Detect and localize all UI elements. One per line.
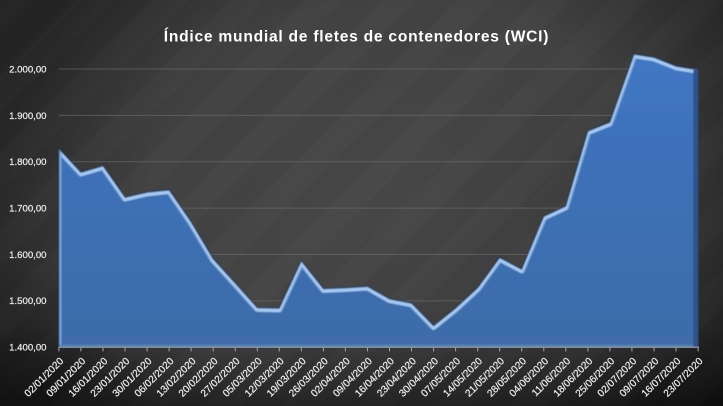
svg-text:1.700,00: 1.700,00 (9, 204, 46, 215)
svg-text:Índice mundial de fletes de co: Índice mundial de fletes de contenedores… (164, 26, 549, 45)
svg-text:1.800,00: 1.800,00 (9, 157, 46, 168)
svg-text:1.500,00: 1.500,00 (9, 296, 46, 307)
svg-text:2.000,00: 2.000,00 (9, 64, 46, 75)
svg-text:1.400,00: 1.400,00 (9, 343, 46, 354)
svg-text:1.900,00: 1.900,00 (9, 111, 46, 122)
svg-text:1.600,00: 1.600,00 (9, 250, 46, 261)
